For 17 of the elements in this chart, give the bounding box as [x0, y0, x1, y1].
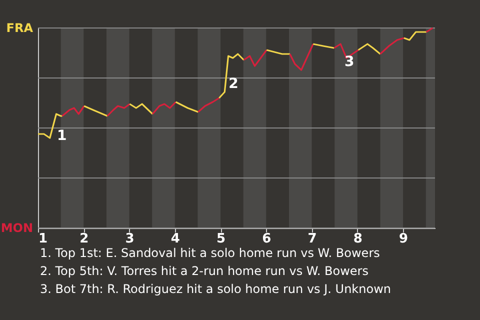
text: FRA — [6, 21, 34, 35]
text: 2. Top 5th: V. Torres hit a 2-run home run vs W. Bowers — [40, 264, 368, 278]
annotation: 2 — [228, 76, 238, 92]
x-tick-label: 6 — [262, 232, 272, 246]
annotation: 1 — [56, 128, 67, 144]
x-tick-label: 3 — [125, 232, 134, 246]
x-tick-label: 4 — [170, 232, 180, 246]
text: 1. Top 1st: E. Sandoval hit a solo home run vs W. Bowers — [40, 246, 380, 260]
x-tick-label: 2 — [80, 232, 89, 246]
x-tick-label: 7 — [308, 232, 317, 246]
text: MON — [0, 221, 33, 235]
text: 3. Bot 7th: R. Rodriguez hit a solo home run vs J. Unknown — [40, 282, 391, 296]
x-tick-label: 9 — [399, 232, 408, 246]
x-tick-label: 5 — [216, 232, 226, 246]
x-tick-label: 1 — [38, 232, 48, 246]
annotation: 3 — [344, 54, 354, 70]
x-tick-label: 8 — [353, 232, 362, 246]
